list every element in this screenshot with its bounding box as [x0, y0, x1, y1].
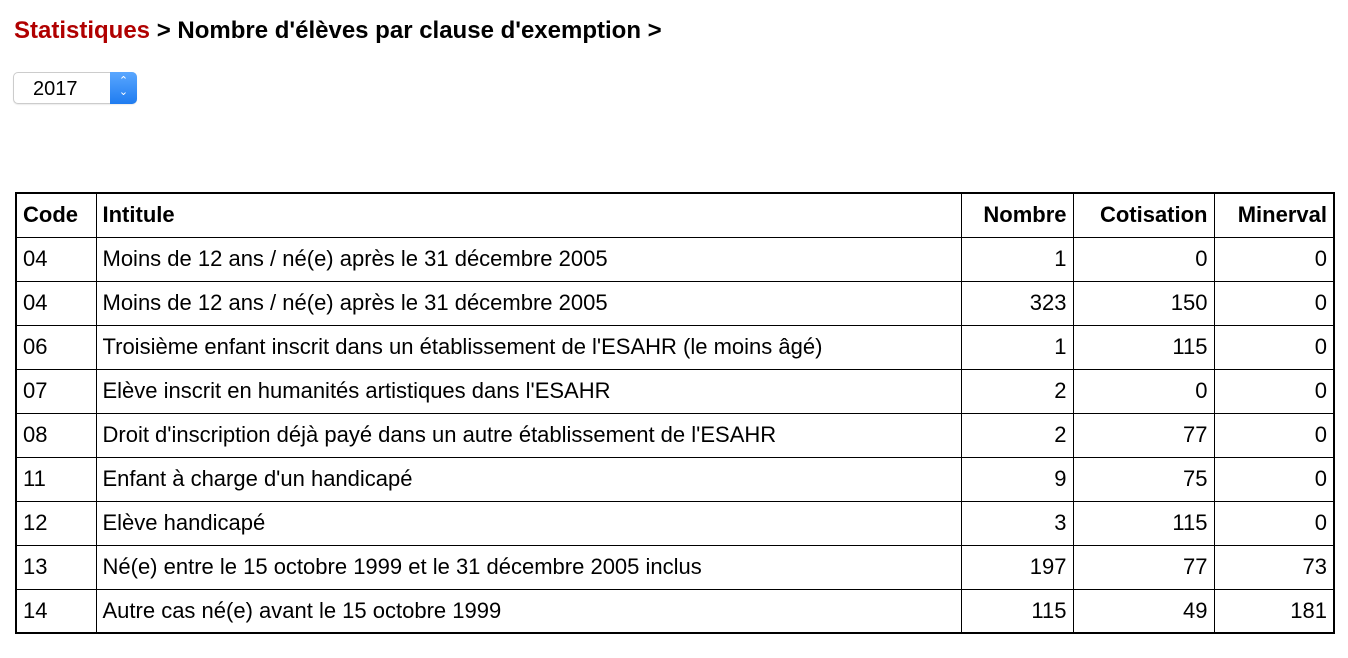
cell-nombre: 2 — [960, 412, 1074, 458]
cell-minerval: 0 — [1213, 236, 1335, 282]
cell-intitule: Né(e) entre le 15 octobre 1999 et le 31 … — [95, 544, 962, 590]
header-intitule: Intitule — [95, 192, 962, 238]
cell-code: 13 — [15, 544, 97, 590]
table-row: 13 Né(e) entre le 15 octobre 1999 et le 3… — [15, 544, 1335, 590]
cell-code: 11 — [15, 456, 97, 502]
header-code: Code — [15, 192, 97, 238]
cell-code: 14 — [15, 588, 97, 634]
table-row: 04 Moins de 12 ans / né(e) après le 31 dé… — [15, 236, 1335, 282]
cell-nombre: 3 — [960, 500, 1074, 546]
table-row: 06 Troisième enfant inscrit dans un établ… — [15, 324, 1335, 370]
table-row: 08 Droit d'inscription déjà payé dans un … — [15, 412, 1335, 458]
cell-minerval: 0 — [1213, 280, 1335, 326]
cell-minerval: 181 — [1213, 588, 1335, 634]
exemption-table: Code Intitule Nombre Cotisation Minerval 04 M… — [15, 192, 1335, 634]
table-row: 11 Enfant à charge d'un handicapé 9 75 0 — [15, 456, 1335, 502]
breadcrumb-link-statistiques[interactable]: Statistiques — [14, 17, 151, 44]
cell-code: 07 — [15, 368, 97, 414]
cell-code: 04 — [15, 236, 97, 282]
breadcrumb-separator: > — [150, 17, 178, 44]
cell-minerval: 0 — [1213, 456, 1335, 502]
cell-cotisation: 0 — [1072, 236, 1215, 282]
cell-cotisation: 75 — [1072, 456, 1215, 502]
breadcrumb-current: Nombre d'élèves par clause d'exemption — [177, 17, 641, 44]
cell-nombre: 197 — [960, 544, 1074, 590]
cell-nombre: 1 — [960, 236, 1074, 282]
cell-cotisation: 115 — [1072, 500, 1215, 546]
table-row: 12 Elève handicapé 3 115 0 — [15, 500, 1335, 546]
cell-minerval: 73 — [1213, 544, 1335, 590]
cell-intitule: Troisième enfant inscrit dans un établis… — [95, 324, 962, 370]
cell-cotisation: 0 — [1072, 368, 1215, 414]
cell-intitule: Enfant à charge d'un handicapé — [95, 456, 962, 502]
breadcrumb: Statistiques > Nombre d'élèves par claus… — [14, 17, 662, 45]
cell-minerval: 0 — [1213, 412, 1335, 458]
cell-intitule: Elève handicapé — [95, 500, 962, 546]
header-nombre: Nombre — [960, 192, 1074, 238]
table-header-row: Code Intitule Nombre Cotisation Minerval — [15, 192, 1335, 238]
cell-minerval: 0 — [1213, 324, 1335, 370]
table-row: 07 Elève inscrit en humanités artistiques… — [15, 368, 1335, 414]
cell-cotisation: 77 — [1072, 544, 1215, 590]
cell-nombre: 323 — [960, 280, 1074, 326]
header-minerval: Minerval — [1213, 192, 1335, 238]
chevron-up-down-icon: ⌃ ⌄ — [110, 72, 137, 104]
table-row: 14 Autre cas né(e) avant le 15 octobre 19… — [15, 588, 1335, 634]
cell-minerval: 0 — [1213, 500, 1335, 546]
cell-cotisation: 49 — [1072, 588, 1215, 634]
year-select-value: 2017 — [33, 78, 78, 100]
cell-intitule: Elève inscrit en humanités artistiques d… — [95, 368, 962, 414]
cell-minerval: 0 — [1213, 368, 1335, 414]
cell-cotisation: 150 — [1072, 280, 1215, 326]
cell-cotisation: 115 — [1072, 324, 1215, 370]
cell-nombre: 115 — [960, 588, 1074, 634]
cell-code: 12 — [15, 500, 97, 546]
table-row: 04 Moins de 12 ans / né(e) après le 31 dé… — [15, 280, 1335, 326]
cell-code: 08 — [15, 412, 97, 458]
cell-intitule: Moins de 12 ans / né(e) après le 31 déce… — [95, 236, 962, 282]
cell-cotisation: 77 — [1072, 412, 1215, 458]
cell-code: 04 — [15, 280, 97, 326]
cell-intitule: Moins de 12 ans / né(e) après le 31 déce… — [95, 280, 962, 326]
year-select[interactable]: 2017 ⌃ ⌄ — [13, 72, 137, 104]
cell-nombre: 1 — [960, 324, 1074, 370]
cell-code: 06 — [15, 324, 97, 370]
cell-intitule: Autre cas né(e) avant le 15 octobre 1999 — [95, 588, 962, 634]
breadcrumb-trailing: > — [640, 17, 662, 44]
cell-nombre: 2 — [960, 368, 1074, 414]
cell-nombre: 9 — [960, 456, 1074, 502]
header-cotisation: Cotisation — [1072, 192, 1215, 238]
cell-intitule: Droit d'inscription déjà payé dans un au… — [95, 412, 962, 458]
